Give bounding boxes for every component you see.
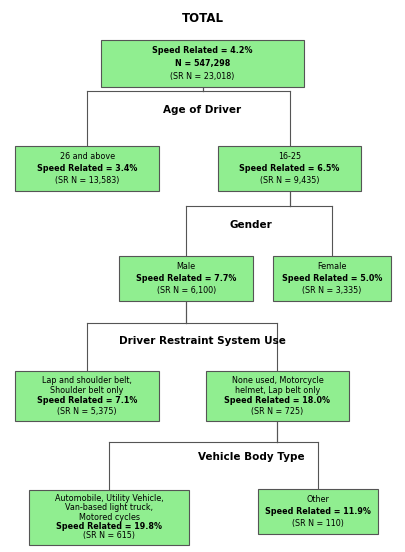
FancyBboxPatch shape: [258, 489, 377, 534]
Text: Age of Driver: Age of Driver: [164, 105, 241, 115]
Text: (SR N = 725): (SR N = 725): [251, 407, 304, 416]
Text: Automobile, Utility Vehicle,: Automobile, Utility Vehicle,: [55, 494, 164, 503]
Text: (SR N = 6,100): (SR N = 6,100): [157, 286, 216, 295]
Text: Speed Related = 3.4%: Speed Related = 3.4%: [37, 164, 137, 173]
Text: None used, Motorcycle: None used, Motorcycle: [232, 376, 323, 385]
Text: (SR N = 615): (SR N = 615): [83, 531, 135, 540]
Text: Vehicle Body Type: Vehicle Body Type: [198, 452, 305, 462]
Text: (SR N = 110): (SR N = 110): [292, 519, 344, 528]
Text: Speed Related = 18.0%: Speed Related = 18.0%: [224, 396, 330, 405]
Text: Lap and shoulder belt,: Lap and shoulder belt,: [42, 376, 132, 385]
Text: Speed Related = 11.9%: Speed Related = 11.9%: [265, 507, 371, 516]
Text: Van-based light truck,: Van-based light truck,: [65, 503, 153, 512]
Text: Driver Restraint System Use: Driver Restraint System Use: [119, 336, 286, 346]
Text: helmet, Lap belt only: helmet, Lap belt only: [235, 386, 320, 395]
Text: (SR N = 5,375): (SR N = 5,375): [57, 407, 117, 416]
Text: Shoulder belt only: Shoulder belt only: [50, 386, 124, 395]
Text: (SR N = 3,335): (SR N = 3,335): [303, 286, 362, 295]
Text: (SR N = 9,435): (SR N = 9,435): [260, 176, 319, 185]
FancyBboxPatch shape: [15, 146, 159, 191]
Text: Other: Other: [307, 495, 329, 504]
Text: 26 and above: 26 and above: [60, 152, 115, 161]
Text: Speed Related = 7.1%: Speed Related = 7.1%: [37, 396, 137, 405]
FancyBboxPatch shape: [273, 256, 391, 301]
Text: Gender: Gender: [230, 220, 273, 230]
FancyBboxPatch shape: [119, 256, 253, 301]
Text: 16-25: 16-25: [278, 152, 301, 161]
FancyBboxPatch shape: [30, 490, 190, 545]
Text: (SR N = 13,583): (SR N = 13,583): [55, 176, 119, 185]
Text: Speed Related = 19.8%: Speed Related = 19.8%: [56, 522, 162, 531]
Text: Speed Related = 6.5%: Speed Related = 6.5%: [239, 164, 340, 173]
FancyBboxPatch shape: [15, 371, 159, 421]
Text: Female: Female: [318, 262, 347, 271]
Text: TOTAL: TOTAL: [181, 12, 224, 25]
FancyBboxPatch shape: [218, 146, 361, 191]
Text: N = 547,298: N = 547,298: [175, 59, 230, 68]
Text: (SR N = 23,018): (SR N = 23,018): [171, 72, 234, 81]
Text: Speed Related = 7.7%: Speed Related = 7.7%: [136, 274, 237, 283]
FancyBboxPatch shape: [101, 40, 304, 87]
FancyBboxPatch shape: [206, 371, 349, 421]
Text: Motored cycles: Motored cycles: [79, 513, 140, 522]
Text: Speed Related = 4.2%: Speed Related = 4.2%: [152, 46, 253, 55]
Text: Speed Related = 5.0%: Speed Related = 5.0%: [282, 274, 382, 283]
Text: Male: Male: [177, 262, 196, 271]
